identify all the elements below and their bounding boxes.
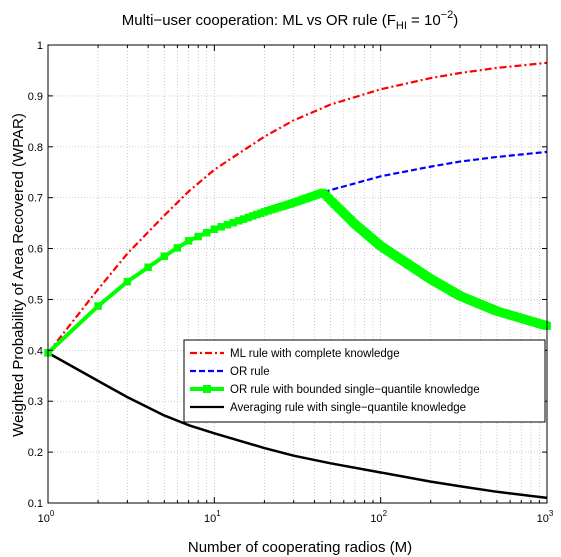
series-marker [94, 302, 102, 310]
y-axis-title: Weighted Probability of Area Recovered (… [10, 113, 27, 437]
x-tick-label: 103 [537, 509, 554, 525]
x-tick-label: 102 [370, 509, 387, 525]
y-tick-label: 0.4 [28, 345, 43, 357]
chart-title-superscript: −2 [441, 9, 454, 21]
chart-title-subscript: HI [396, 20, 407, 32]
legend-marker [203, 385, 211, 393]
y-tick-label: 0.8 [28, 142, 43, 154]
series-marker [210, 225, 219, 233]
y-tick-label: 0.6 [28, 244, 43, 256]
plot-area [48, 45, 547, 503]
series-marker [202, 228, 211, 237]
series-marker [184, 237, 193, 245]
series-marker [160, 252, 169, 260]
series-marker [173, 244, 182, 252]
y-tick-label: 0.3 [28, 396, 43, 408]
legend: ML rule with complete knowledge OR rule OR… [183, 339, 546, 423]
series-marker [217, 223, 225, 231]
y-tick-label: 0.1 [28, 498, 43, 510]
plot-frame [47, 44, 548, 504]
x-tick-label: 100 [38, 509, 55, 525]
series-marker [194, 232, 202, 241]
legend-label: OR rule with bounded single−quantile kno… [230, 384, 480, 396]
chart-title-main: Multi−user cooperation: ML vs OR rule (F [122, 12, 396, 29]
legend-label: OR rule [230, 366, 270, 378]
x-tick-label: 101 [204, 509, 221, 525]
series-layer [44, 61, 551, 500]
chart-title-mid: = 10 [407, 12, 441, 29]
y-tick-label: 0.5 [28, 294, 43, 306]
series-line-1 [47, 61, 548, 354]
legend-box [183, 339, 546, 423]
legend-label: Averaging rule with single−quantile know… [230, 402, 466, 414]
y-tick-label: 0.7 [28, 193, 43, 205]
x-axis-title: Number of cooperating radios (M) [188, 539, 412, 556]
series-line-4 [47, 351, 548, 500]
legend-label: ML rule with complete knowledge [230, 348, 400, 360]
ticks: 0.1 0.2 0.3 0.4 0.5 0.6 0.7 0.8 0.9 1 100 101 102 103 [28, 40, 554, 525]
y-tick-label: 0.2 [28, 447, 43, 459]
y-tick-label: 0.9 [28, 91, 43, 103]
chart-title-end: ) [453, 12, 458, 29]
chart-title: Multi−user cooperation: ML vs OR rule (F… [122, 9, 458, 32]
series-marker [144, 263, 152, 272]
y-tick-label: 1 [37, 40, 43, 52]
series-marker [123, 277, 132, 286]
series-markers [44, 188, 551, 357]
